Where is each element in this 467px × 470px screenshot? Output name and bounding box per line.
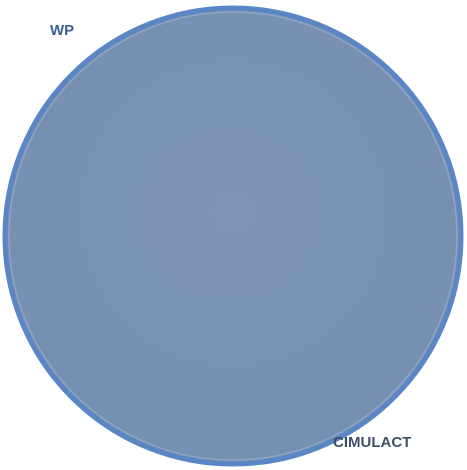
label-wp: WP: [50, 22, 74, 39]
circle-inner-ring: [8, 11, 458, 461]
label-cimulact: CIMULACT: [333, 434, 411, 451]
circle: [2, 5, 464, 467]
